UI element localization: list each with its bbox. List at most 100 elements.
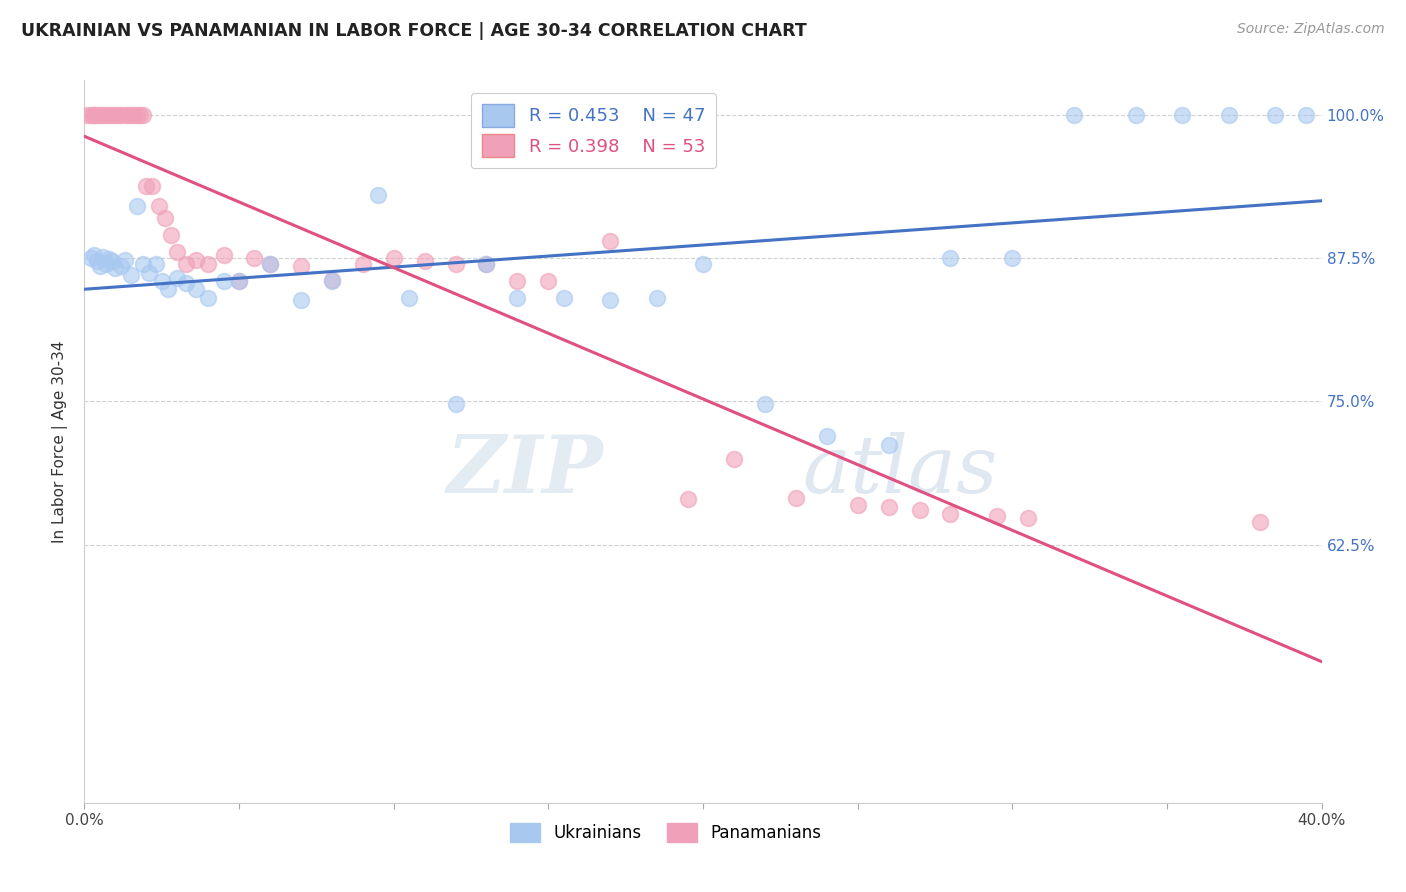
Text: UKRAINIAN VS PANAMANIAN IN LABOR FORCE | AGE 30-34 CORRELATION CHART: UKRAINIAN VS PANAMANIAN IN LABOR FORCE |… — [21, 22, 807, 40]
Point — [98, 252, 121, 267]
Point — [352, 257, 374, 271]
Point — [846, 498, 869, 512]
Point — [259, 257, 281, 271]
Point — [101, 254, 124, 268]
Point — [110, 108, 132, 122]
Point — [83, 108, 105, 122]
Point — [120, 108, 142, 122]
Point — [104, 108, 127, 122]
Point — [125, 199, 148, 213]
Point — [382, 251, 405, 265]
Point — [599, 234, 621, 248]
Point — [676, 491, 699, 506]
Point — [156, 282, 179, 296]
Point — [94, 257, 117, 271]
Point — [754, 397, 776, 411]
Point — [89, 108, 111, 122]
Point — [83, 108, 105, 122]
Point — [79, 108, 101, 122]
Point — [290, 293, 312, 308]
Point — [197, 291, 219, 305]
Point — [197, 257, 219, 271]
Point — [104, 261, 127, 276]
Point — [91, 250, 114, 264]
Point — [135, 178, 157, 193]
Text: ZIP: ZIP — [447, 432, 605, 509]
Point — [184, 282, 207, 296]
Point — [148, 199, 170, 213]
Point — [475, 257, 498, 271]
Legend: Ukrainians, Panamanians: Ukrainians, Panamanians — [503, 816, 828, 848]
Point — [1264, 108, 1286, 122]
Point — [86, 108, 108, 122]
Point — [785, 491, 807, 505]
Point — [506, 291, 529, 305]
Point — [506, 274, 529, 288]
Point — [908, 503, 931, 517]
Point — [91, 108, 114, 122]
Point — [537, 274, 560, 288]
Point — [228, 274, 250, 288]
Point — [398, 291, 420, 305]
Point — [321, 273, 343, 287]
Point — [1249, 515, 1271, 529]
Point — [444, 257, 467, 271]
Point — [212, 274, 235, 288]
Point — [184, 253, 207, 268]
Point — [986, 509, 1008, 524]
Point — [723, 451, 745, 466]
Point — [120, 268, 142, 283]
Point — [150, 274, 173, 288]
Point — [94, 108, 117, 122]
Point — [153, 211, 176, 225]
Point — [645, 291, 668, 305]
Point — [599, 293, 621, 308]
Point — [1017, 511, 1039, 525]
Point — [107, 108, 129, 122]
Point — [939, 507, 962, 521]
Point — [877, 500, 900, 514]
Point — [110, 259, 132, 273]
Text: Source: ZipAtlas.com: Source: ZipAtlas.com — [1237, 22, 1385, 37]
Point — [212, 247, 235, 261]
Point — [877, 438, 900, 452]
Point — [76, 108, 98, 122]
Point — [290, 259, 312, 273]
Point — [243, 251, 266, 265]
Point — [138, 266, 160, 280]
Point — [228, 274, 250, 288]
Point — [101, 108, 124, 122]
Point — [98, 108, 121, 122]
Point — [89, 259, 111, 273]
Point — [1001, 251, 1024, 265]
Point — [321, 274, 343, 288]
Point — [1063, 108, 1085, 122]
Point — [86, 254, 108, 268]
Point — [1218, 108, 1240, 122]
Point — [132, 108, 155, 122]
Point — [444, 397, 467, 411]
Point — [79, 251, 101, 265]
Point — [815, 429, 838, 443]
Point — [176, 277, 198, 291]
Point — [1295, 108, 1317, 122]
Point — [160, 228, 183, 243]
Point — [367, 188, 389, 202]
Point — [117, 108, 139, 122]
Point — [145, 257, 167, 271]
Point — [83, 247, 105, 261]
Point — [692, 257, 714, 271]
Point — [259, 257, 281, 271]
Point — [939, 251, 962, 265]
Point — [553, 291, 575, 305]
Point — [166, 245, 188, 260]
Point — [413, 254, 436, 268]
Point — [125, 108, 148, 122]
Point — [141, 178, 163, 193]
Point — [166, 270, 188, 285]
Point — [475, 257, 498, 271]
Point — [176, 257, 198, 271]
Point — [129, 108, 152, 122]
Point — [132, 257, 155, 271]
Point — [122, 108, 145, 122]
